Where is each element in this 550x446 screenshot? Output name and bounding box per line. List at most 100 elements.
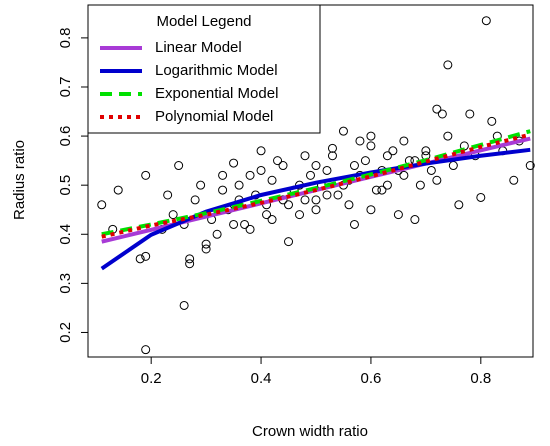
point — [185, 254, 195, 264]
point — [432, 175, 442, 185]
point — [284, 237, 294, 247]
point — [344, 200, 354, 210]
point — [437, 109, 447, 119]
point — [382, 151, 392, 161]
point — [229, 158, 239, 168]
point — [327, 151, 337, 161]
point — [349, 219, 359, 229]
point — [229, 219, 239, 229]
point — [174, 161, 184, 171]
point — [377, 185, 387, 195]
point — [388, 146, 398, 156]
point — [284, 200, 294, 210]
point — [399, 136, 409, 146]
y-tick-label: 0.6 — [57, 126, 74, 147]
point — [410, 215, 420, 225]
legend-title: Model Legend — [156, 13, 251, 30]
model-line — [101, 132, 531, 239]
point — [201, 239, 211, 249]
point — [141, 170, 151, 180]
legend-label: Logarithmic Model — [155, 62, 278, 79]
point — [267, 215, 277, 225]
x-tick-label: 0.6 — [361, 370, 382, 387]
point — [448, 161, 458, 171]
point — [185, 259, 195, 269]
point — [278, 161, 288, 171]
point — [393, 210, 403, 220]
point — [509, 175, 519, 185]
point — [262, 210, 272, 220]
point — [443, 131, 453, 141]
point — [97, 200, 107, 210]
point — [256, 146, 266, 156]
point — [218, 170, 228, 180]
point — [454, 200, 464, 210]
point — [525, 161, 535, 171]
point — [355, 136, 365, 146]
point — [240, 219, 250, 229]
point — [311, 205, 321, 215]
point — [360, 156, 370, 166]
point — [300, 195, 310, 205]
legend-label: Polynomial Model — [155, 108, 273, 125]
y-tick-label: 0.5 — [57, 175, 74, 196]
point — [487, 116, 497, 126]
point — [327, 143, 337, 153]
y-tick-label: 0.3 — [57, 273, 74, 294]
point — [245, 170, 255, 180]
model-line — [100, 147, 531, 271]
point — [399, 170, 409, 180]
point — [141, 251, 151, 261]
legend-label: Linear Model — [155, 39, 242, 56]
point — [295, 210, 305, 220]
point — [432, 104, 442, 114]
point — [371, 185, 381, 195]
y-tick-label: 0.2 — [57, 322, 74, 343]
point — [300, 151, 310, 161]
point — [135, 254, 145, 264]
point — [267, 175, 277, 185]
point — [218, 185, 228, 195]
point — [426, 165, 436, 175]
x-axis-label: Crown width ratio — [252, 423, 368, 440]
point — [465, 109, 475, 119]
point — [366, 131, 376, 141]
point — [382, 180, 392, 190]
point — [338, 126, 348, 136]
point — [415, 180, 425, 190]
point — [306, 170, 315, 180]
point — [481, 16, 491, 26]
point — [234, 180, 244, 190]
point — [196, 180, 206, 190]
point — [113, 185, 123, 195]
x-tick-label: 0.8 — [470, 370, 491, 387]
point — [366, 205, 376, 215]
y-tick-label: 0.4 — [57, 224, 74, 245]
point — [421, 146, 431, 156]
point — [273, 156, 283, 166]
point — [322, 190, 332, 200]
point — [245, 224, 255, 234]
point — [311, 161, 321, 171]
x-tick-label: 0.4 — [251, 370, 272, 387]
point — [201, 244, 211, 254]
y-axis-label: Radius ratio — [11, 140, 28, 220]
point — [256, 165, 266, 175]
point — [322, 165, 332, 175]
y-tick-label: 0.7 — [57, 77, 74, 98]
point — [311, 195, 321, 205]
point — [168, 210, 178, 220]
point — [366, 141, 376, 151]
point — [190, 195, 200, 205]
point — [349, 161, 359, 171]
y-tick-label: 0.8 — [57, 27, 74, 48]
x-tick-label: 0.2 — [141, 370, 162, 387]
point — [333, 190, 343, 200]
point — [179, 300, 189, 310]
point — [141, 345, 151, 355]
point — [163, 190, 173, 200]
point — [212, 229, 222, 239]
point — [476, 192, 486, 202]
point — [443, 60, 453, 70]
